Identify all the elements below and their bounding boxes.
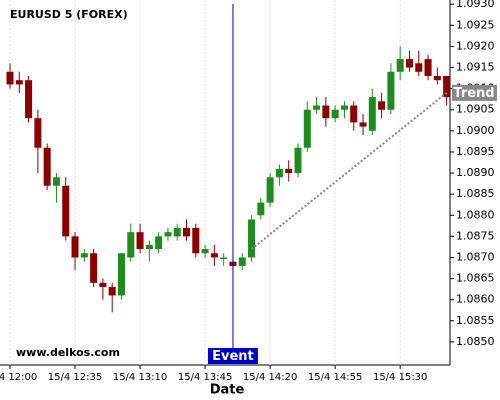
candle-body — [275, 168, 283, 178]
candle-body — [192, 227, 200, 254]
candle-body — [257, 202, 265, 216]
candle-body — [155, 236, 163, 250]
y-tick-label: 1.0890 — [456, 166, 495, 179]
candle-body — [108, 287, 116, 296]
candle-body — [415, 63, 423, 72]
candle-body — [15, 80, 23, 85]
candle-body — [62, 185, 70, 237]
candle-body — [350, 105, 358, 123]
trend-label-box — [452, 84, 497, 101]
watermark: www.delkos.com — [16, 346, 120, 359]
candle-body — [322, 105, 330, 119]
x-tick-label: 15/4 14:55 — [308, 372, 362, 383]
candle-body — [173, 227, 181, 237]
x-tick-label: 15/4 12:35 — [48, 372, 102, 383]
candle-body — [210, 253, 218, 258]
candle-body — [266, 177, 274, 203]
candle-body — [387, 71, 395, 110]
y-tick-label: 1.0900 — [456, 124, 495, 137]
candle-body — [117, 253, 125, 296]
x-tick-label: 15/4 12:00 — [0, 372, 37, 383]
candle-body — [378, 101, 386, 110]
candle-body — [80, 253, 88, 258]
candle-body — [313, 105, 321, 110]
candle-body — [433, 75, 441, 81]
candle-body — [396, 59, 404, 72]
y-tick-label: 1.0885 — [456, 187, 495, 200]
y-tick-label: 1.0875 — [456, 229, 495, 242]
candle-body — [405, 59, 413, 68]
x-axis-label: Date — [210, 383, 245, 398]
x-tick-label: 15/4 14:20 — [243, 372, 297, 383]
candle-body — [43, 147, 51, 186]
candle-body — [71, 236, 79, 258]
candle-body — [34, 118, 42, 148]
candle-body — [99, 282, 107, 288]
candle-body — [6, 71, 14, 85]
y-tick-label: 1.0855 — [456, 314, 495, 327]
candle-body — [183, 227, 191, 237]
y-tick-label: 1.0850 — [456, 335, 495, 348]
chart-title: EURUSD 5 (FOREX) — [10, 8, 128, 21]
candle-body — [201, 249, 209, 254]
y-tick-label: 1.0860 — [456, 293, 495, 306]
candle-body — [52, 177, 60, 186]
candle-body — [331, 109, 339, 119]
candle-body — [285, 168, 293, 174]
x-tick-label: 15/4 13:10 — [113, 372, 167, 383]
candle-body — [136, 232, 144, 250]
y-tick-label: 1.0925 — [456, 18, 495, 31]
y-tick-label: 1.0920 — [456, 39, 495, 52]
candle-body — [424, 59, 432, 76]
y-tick-label: 1.0865 — [456, 272, 495, 285]
candle-body — [127, 232, 135, 258]
y-tick-label: 1.0895 — [456, 145, 495, 158]
trend-line — [250, 92, 448, 250]
candle-body — [238, 257, 246, 266]
candle-body — [294, 147, 302, 174]
x-tick-label: 15/4 15:30 — [373, 372, 427, 383]
candle-body — [248, 219, 256, 258]
trend-label: Trend — [453, 86, 494, 101]
candle-body — [340, 105, 348, 110]
x-tick-label: 15/4 13:45 — [178, 372, 232, 383]
candle-body — [25, 80, 33, 119]
candle-body — [220, 257, 228, 259]
y-tick-label: 1.0870 — [456, 250, 495, 263]
candle-body — [443, 75, 451, 98]
candle-body — [145, 244, 153, 250]
candle-body — [359, 122, 367, 127]
candle-body — [368, 97, 376, 131]
event-label-box — [207, 348, 258, 364]
y-tick-label: 1.0880 — [456, 208, 495, 221]
event-label: Event — [212, 349, 254, 364]
y-tick-label: 1.0915 — [456, 61, 495, 74]
y-tick-label: 1.0930 — [456, 0, 495, 10]
candle-body — [90, 253, 98, 283]
y-tick-label: 1.0905 — [456, 103, 495, 116]
candle-body — [303, 109, 311, 148]
candle-body — [164, 232, 172, 237]
